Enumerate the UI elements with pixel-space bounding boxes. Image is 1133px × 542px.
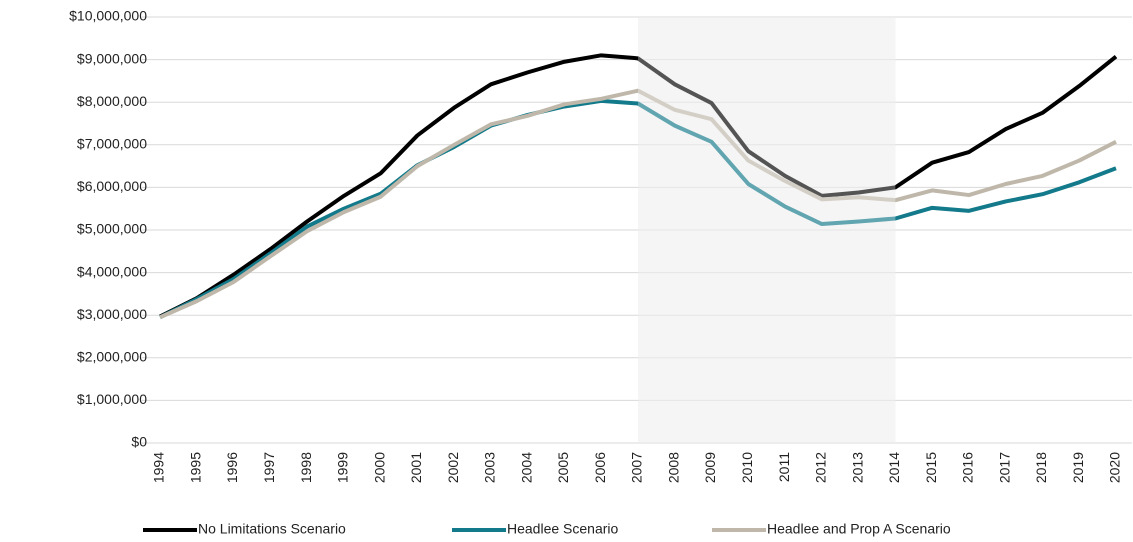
x-tick-label: 1995: [187, 452, 203, 483]
x-tick-label: 1996: [224, 452, 240, 483]
x-tick-label: 2009: [702, 452, 718, 483]
series-line: [159, 88, 1117, 320]
x-tick-label: 1998: [298, 452, 314, 483]
x-tick-label: 2016: [960, 452, 976, 483]
x-tick-label: 2007: [629, 452, 645, 483]
x-tick-label: 2014: [886, 452, 902, 483]
y-tick-label: $5,000,000: [77, 221, 147, 237]
x-tick-label: 2020: [1107, 452, 1123, 483]
y-tick-label: $8,000,000: [77, 93, 147, 109]
x-tick-label: 1999: [335, 452, 351, 483]
x-tick-label: 2018: [1033, 452, 1049, 483]
series-line: [159, 53, 1118, 319]
x-tick-label: 2010: [739, 452, 755, 483]
y-tick-label: $9,000,000: [77, 50, 147, 66]
x-tick-label: 1994: [151, 452, 167, 483]
y-tick-label: $1,000,000: [77, 391, 147, 407]
x-tick-label: 2011: [776, 452, 792, 482]
x-tick-label: 2005: [555, 452, 571, 483]
x-tick-label: 2006: [592, 452, 608, 483]
x-tick-label: 1997: [261, 452, 277, 483]
x-tick-label: 2013: [849, 452, 865, 483]
legend-label: No Limitations Scenario: [198, 521, 346, 537]
background-layer: [142, 16, 1132, 444]
legend-label: Headlee and Prop A Scenario: [767, 521, 951, 537]
x-tick-label: 2012: [813, 452, 829, 483]
y-tick-label: $0: [131, 434, 147, 450]
line-layer: [159, 17, 1118, 443]
series-line: [159, 98, 1117, 320]
x-tick-label: 2008: [665, 452, 681, 483]
y-tick-label: $10,000,000: [69, 8, 147, 24]
y-tick-label: $3,000,000: [77, 306, 147, 322]
legend-label: Headlee Scenario: [507, 521, 619, 537]
x-tick-label: 2019: [1070, 452, 1086, 483]
y-tick-label: $6,000,000: [77, 178, 147, 194]
x-tick-label: 2000: [371, 452, 387, 483]
x-tick-label: 2015: [923, 452, 939, 483]
x-tick-label: 2017: [996, 452, 1012, 483]
x-tick-label: 2002: [445, 452, 461, 483]
x-tick-label: 2004: [518, 452, 534, 483]
highlight-overlay: [638, 17, 896, 443]
x-tick-label: 2001: [408, 452, 424, 483]
y-tick-label: $2,000,000: [77, 349, 147, 365]
x-tick-label: 2003: [482, 452, 498, 483]
y-tick-label: $7,000,000: [77, 136, 147, 152]
y-tick-label: $4,000,000: [77, 263, 147, 279]
label-layer: $0 $1,000,000 $2,000,000 $3,000,000 $4,000,0…: [69, 8, 1123, 537]
